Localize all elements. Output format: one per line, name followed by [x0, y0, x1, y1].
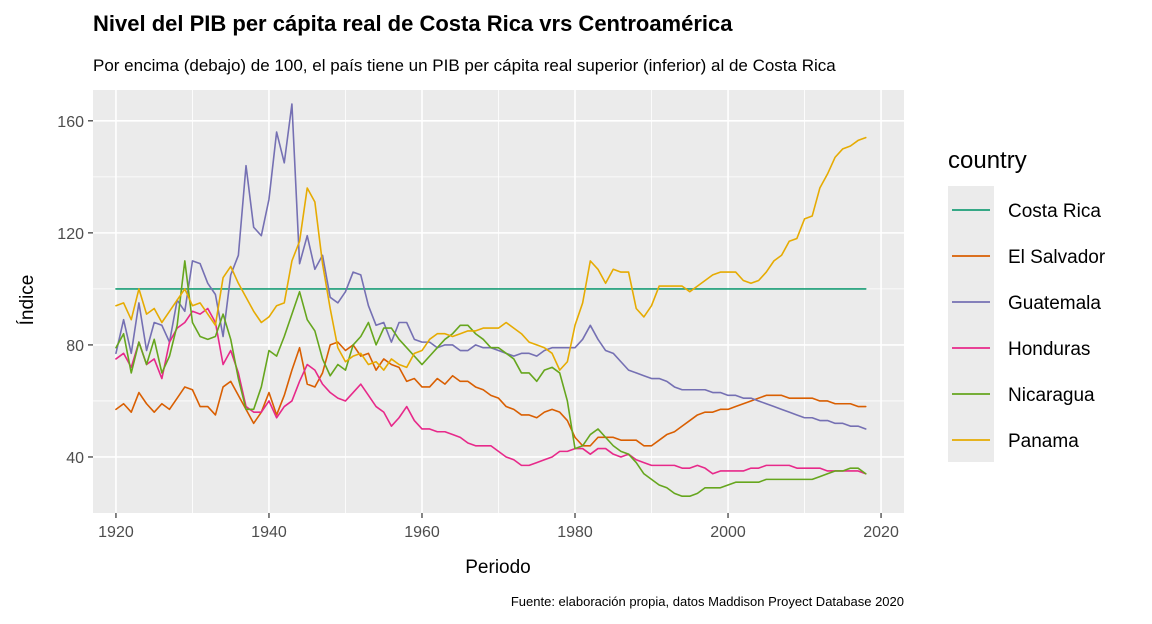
legend-label-nicaragua: Nicaragua: [1008, 385, 1095, 406]
x-axis-title: Periodo: [465, 557, 531, 578]
y-tick-label: 40: [66, 450, 84, 467]
legend-label-panama: Panama: [1008, 431, 1079, 452]
legend-items: Costa Rica El Salvador Guatemala Honduras Ni…: [952, 201, 1106, 452]
grid-major: [93, 90, 904, 513]
x-tick-label: 1960: [404, 524, 440, 541]
legend: country Costa Rica El Salvador Guatemala Ho…: [948, 147, 1106, 462]
x-tick-label: 1940: [251, 524, 287, 541]
y-tick-label: 80: [66, 338, 84, 355]
chart-title: Nivel del PIB per cápita real de Costa R…: [93, 11, 733, 36]
legend-label-costa-rica: Costa Rica: [1008, 201, 1101, 222]
legend-title: country: [948, 147, 1027, 174]
series-line-el-salvador: [115, 341, 867, 447]
chart-subtitle: Por encima (debajo) de 100, el país tien…: [93, 56, 836, 75]
series-line-panama: [115, 136, 867, 371]
chart-caption: Fuente: elaboración propia, datos Maddis…: [511, 594, 904, 609]
y-axis: 40 80 120 160: [57, 114, 93, 467]
x-axis: 1920 1940 1960 1980 2000 2020: [98, 513, 899, 541]
series-line-honduras: [115, 307, 867, 475]
x-tick-label: 1920: [98, 524, 134, 541]
legend-label-honduras: Honduras: [1008, 339, 1090, 360]
y-tick-label: 160: [57, 114, 84, 131]
series-layer: [115, 103, 867, 497]
x-tick-label: 2020: [863, 524, 899, 541]
legend-label-guatemala: Guatemala: [1008, 293, 1101, 314]
y-axis-title: Índice: [17, 275, 38, 326]
x-tick-label: 1980: [557, 524, 593, 541]
y-tick-label: 120: [57, 226, 84, 243]
legend-label-el-salvador: El Salvador: [1008, 247, 1106, 268]
legend-key-background: [948, 186, 994, 462]
x-tick-label: 2000: [710, 524, 746, 541]
series-line-nicaragua: [115, 260, 867, 497]
